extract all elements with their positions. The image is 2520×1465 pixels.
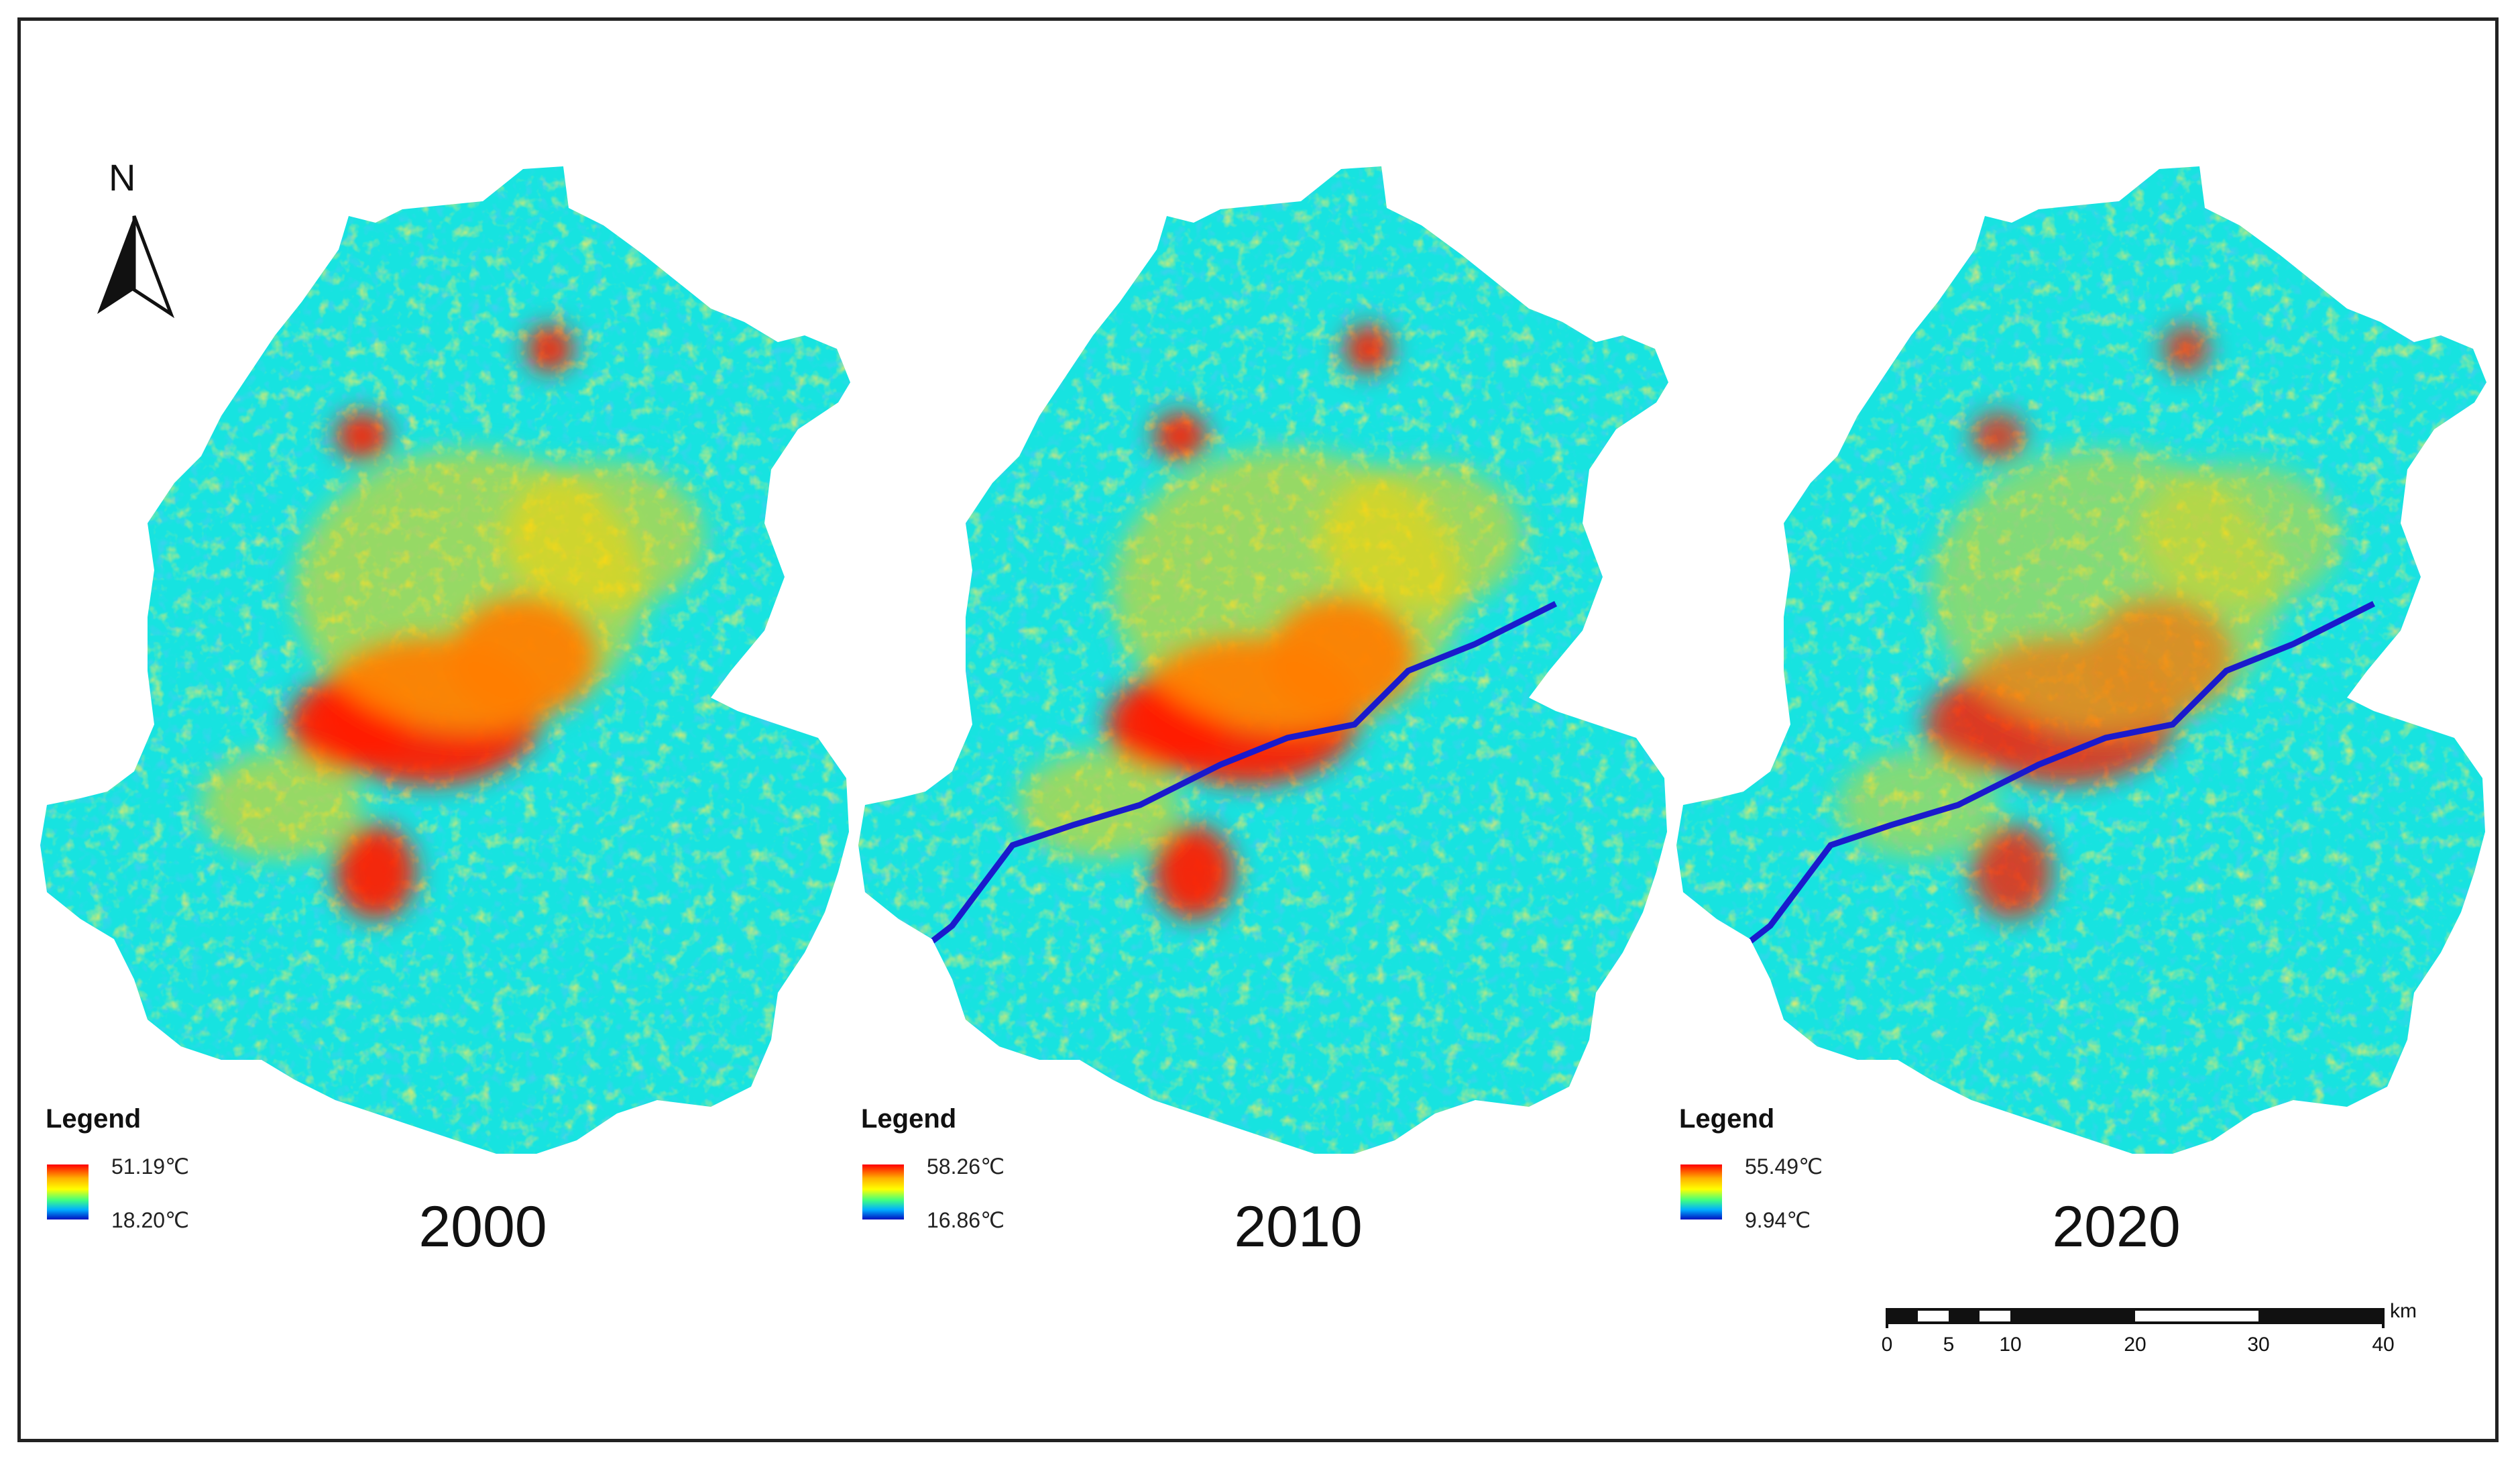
scale-tick-label: 5 [1943,1334,1955,1356]
lst-map-2000 [40,166,850,1154]
scale-tick-label: 0 [1881,1334,1893,1356]
scale-unit: km [2390,1300,2417,1322]
urban-heat-island [201,325,704,919]
urban-heat-island [1019,325,1522,919]
scale-tick-label: 20 [2124,1334,2146,1356]
legend-title: Legend [46,1104,141,1134]
legend-max-value: 58.26℃ [927,1154,1005,1179]
scale-tick-label: 40 [2372,1334,2395,1356]
legend-title: Legend [1679,1104,1775,1134]
legend-max-value: 51.19℃ [111,1154,190,1179]
scale-tick-label: 30 [2247,1334,2270,1356]
lst-map-2010 [858,166,1668,1154]
lst-map-2020 [1676,166,2486,1154]
river [890,600,1558,975]
scale-tick-label: 10 [1999,1334,2022,1356]
legend-min-value: 18.20℃ [111,1208,190,1232]
legend-title: Legend [861,1104,957,1134]
scale-bar [1886,1308,2385,1328]
year-label: 2020 [2052,1195,2181,1259]
figure-frame [17,17,2499,1442]
river [1708,600,2376,975]
north-arrow-icon [97,215,175,319]
year-label: 2010 [1234,1195,1363,1259]
legend-color-ramp [1680,1164,1722,1219]
legend-max-value: 55.49℃ [1745,1154,1823,1179]
legend-min-value: 9.94℃ [1745,1208,1811,1232]
year-label: 2000 [418,1195,547,1259]
legend-min-value: 16.86℃ [927,1208,1005,1232]
legend-color-ramp [862,1164,904,1219]
north-label: N [109,156,136,199]
legend-color-ramp [47,1164,89,1219]
